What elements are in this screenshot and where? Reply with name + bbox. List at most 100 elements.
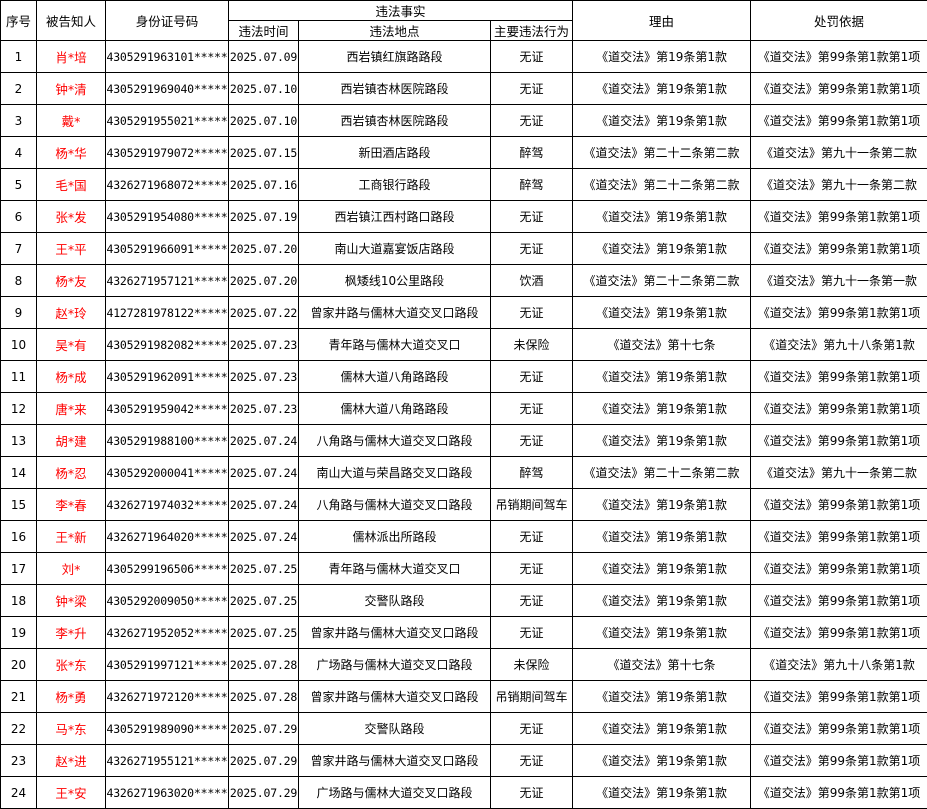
index-cell: 21 — [1, 681, 37, 713]
time-cell: 2025.07.23 — [229, 329, 299, 361]
id-number-cell: 4305291954080***** — [106, 201, 229, 233]
reason-cell: 《道交法》第19条第1款 — [573, 73, 751, 105]
index-cell: 17 — [1, 553, 37, 585]
location-cell: 枫矮线10公里路段 — [299, 265, 491, 297]
basis-cell: 《道交法》第99条第1款第1项 — [751, 489, 927, 521]
id-number-cell: 4305291997121***** — [106, 649, 229, 681]
person-cell: 杨*忍 — [37, 457, 106, 489]
reason-cell: 《道交法》第19条第1款 — [573, 745, 751, 777]
reason-cell: 《道交法》第二十二条第二款 — [573, 457, 751, 489]
person-cell: 唐*来 — [37, 393, 106, 425]
time-cell: 2025.07.24 — [229, 457, 299, 489]
basis-cell: 《道交法》第九十一条第二款 — [751, 137, 927, 169]
id-number-cell: 4305291966091***** — [106, 233, 229, 265]
person-cell: 毛*国 — [37, 169, 106, 201]
id-number-cell: 4305291962091***** — [106, 361, 229, 393]
reason-cell: 《道交法》第19条第1款 — [573, 489, 751, 521]
basis-cell: 《道交法》第九十一条第一款 — [751, 265, 927, 297]
time-cell: 2025.07.16 — [229, 169, 299, 201]
index-cell: 20 — [1, 649, 37, 681]
header-index: 序号 — [1, 1, 37, 41]
id-number-cell: 4305299196506***** — [106, 553, 229, 585]
person-cell: 肖*培 — [37, 41, 106, 73]
location-cell: 八角路与儒林大道交叉口路段 — [299, 425, 491, 457]
location-cell: 儒林派出所路段 — [299, 521, 491, 553]
time-cell: 2025.07.25 — [229, 617, 299, 649]
basis-cell: 《道交法》第99条第1款第1项 — [751, 585, 927, 617]
time-cell: 2025.07.24 — [229, 489, 299, 521]
header-behavior: 主要违法行为 — [491, 21, 573, 41]
index-cell: 6 — [1, 201, 37, 233]
person-cell: 王*平 — [37, 233, 106, 265]
basis-cell: 《道交法》第99条第1款第1项 — [751, 41, 927, 73]
index-cell: 24 — [1, 777, 37, 809]
basis-cell: 《道交法》第99条第1款第1项 — [751, 73, 927, 105]
person-cell: 胡*建 — [37, 425, 106, 457]
person-cell: 赵*玲 — [37, 297, 106, 329]
id-number-cell: 4305291982082***** — [106, 329, 229, 361]
id-number-cell: 4305292009050***** — [106, 585, 229, 617]
person-cell: 马*东 — [37, 713, 106, 745]
id-number-cell: 4305291963101***** — [106, 41, 229, 73]
behavior-cell: 无证 — [491, 393, 573, 425]
header-reason: 理由 — [573, 1, 751, 41]
id-number-cell: 4305291959042***** — [106, 393, 229, 425]
location-cell: 西岩镇杏林医院路段 — [299, 105, 491, 137]
person-cell: 杨*成 — [37, 361, 106, 393]
location-cell: 交警队路段 — [299, 585, 491, 617]
basis-cell: 《道交法》第九十八条第1款 — [751, 329, 927, 361]
header-person: 被告知人 — [37, 1, 106, 41]
person-cell: 杨*勇 — [37, 681, 106, 713]
reason-cell: 《道交法》第19条第1款 — [573, 617, 751, 649]
location-cell: 西岩镇江西村路口路段 — [299, 201, 491, 233]
header-time: 违法时间 — [229, 21, 299, 41]
basis-cell: 《道交法》第99条第1款第1项 — [751, 521, 927, 553]
location-cell: 工商银行路段 — [299, 169, 491, 201]
basis-cell: 《道交法》第99条第1款第1项 — [751, 425, 927, 457]
time-cell: 2025.07.22 — [229, 297, 299, 329]
reason-cell: 《道交法》第19条第1款 — [573, 681, 751, 713]
behavior-cell: 无证 — [491, 617, 573, 649]
id-number-cell: 4326271955121***** — [106, 745, 229, 777]
index-cell: 15 — [1, 489, 37, 521]
index-cell: 16 — [1, 521, 37, 553]
reason-cell: 《道交法》第二十二条第二款 — [573, 137, 751, 169]
table-header: 序号 被告知人 身份证号码 违法事实 理由 处罚依据 违法时间 违法地点 主要违… — [1, 1, 927, 41]
time-cell: 2025.07.25 — [229, 553, 299, 585]
time-cell: 2025.07.28 — [229, 681, 299, 713]
id-number-cell: 4305291989090***** — [106, 713, 229, 745]
location-cell: 广场路与儒林大道交叉口路段 — [299, 649, 491, 681]
header-id-number: 身份证号码 — [106, 1, 229, 41]
time-cell: 2025.07.20 — [229, 265, 299, 297]
basis-cell: 《道交法》第九十一条第二款 — [751, 457, 927, 489]
basis-cell: 《道交法》第99条第1款第1项 — [751, 393, 927, 425]
id-number-cell: 4305292000041***** — [106, 457, 229, 489]
time-cell: 2025.07.28 — [229, 649, 299, 681]
location-cell: 广场路与儒林大道交叉口路段 — [299, 777, 491, 809]
reason-cell: 《道交法》第19条第1款 — [573, 201, 751, 233]
behavior-cell: 无证 — [491, 201, 573, 233]
location-cell: 南山大道与荣昌路交叉口路段 — [299, 457, 491, 489]
person-cell: 刘* — [37, 553, 106, 585]
behavior-cell: 无证 — [491, 553, 573, 585]
behavior-cell: 无证 — [491, 425, 573, 457]
behavior-cell: 吊销期间驾车 — [491, 681, 573, 713]
basis-cell: 《道交法》第99条第1款第1项 — [751, 201, 927, 233]
location-cell: 曾家井路与儒林大道交叉口路段 — [299, 681, 491, 713]
basis-cell: 《道交法》第99条第1款第1项 — [751, 777, 927, 809]
index-cell: 8 — [1, 265, 37, 297]
index-cell: 1 — [1, 41, 37, 73]
location-cell: 曾家井路与儒林大道交叉口路段 — [299, 745, 491, 777]
index-cell: 13 — [1, 425, 37, 457]
time-cell: 2025.07.24 — [229, 425, 299, 457]
location-cell: 儒林大道八角路路段 — [299, 393, 491, 425]
